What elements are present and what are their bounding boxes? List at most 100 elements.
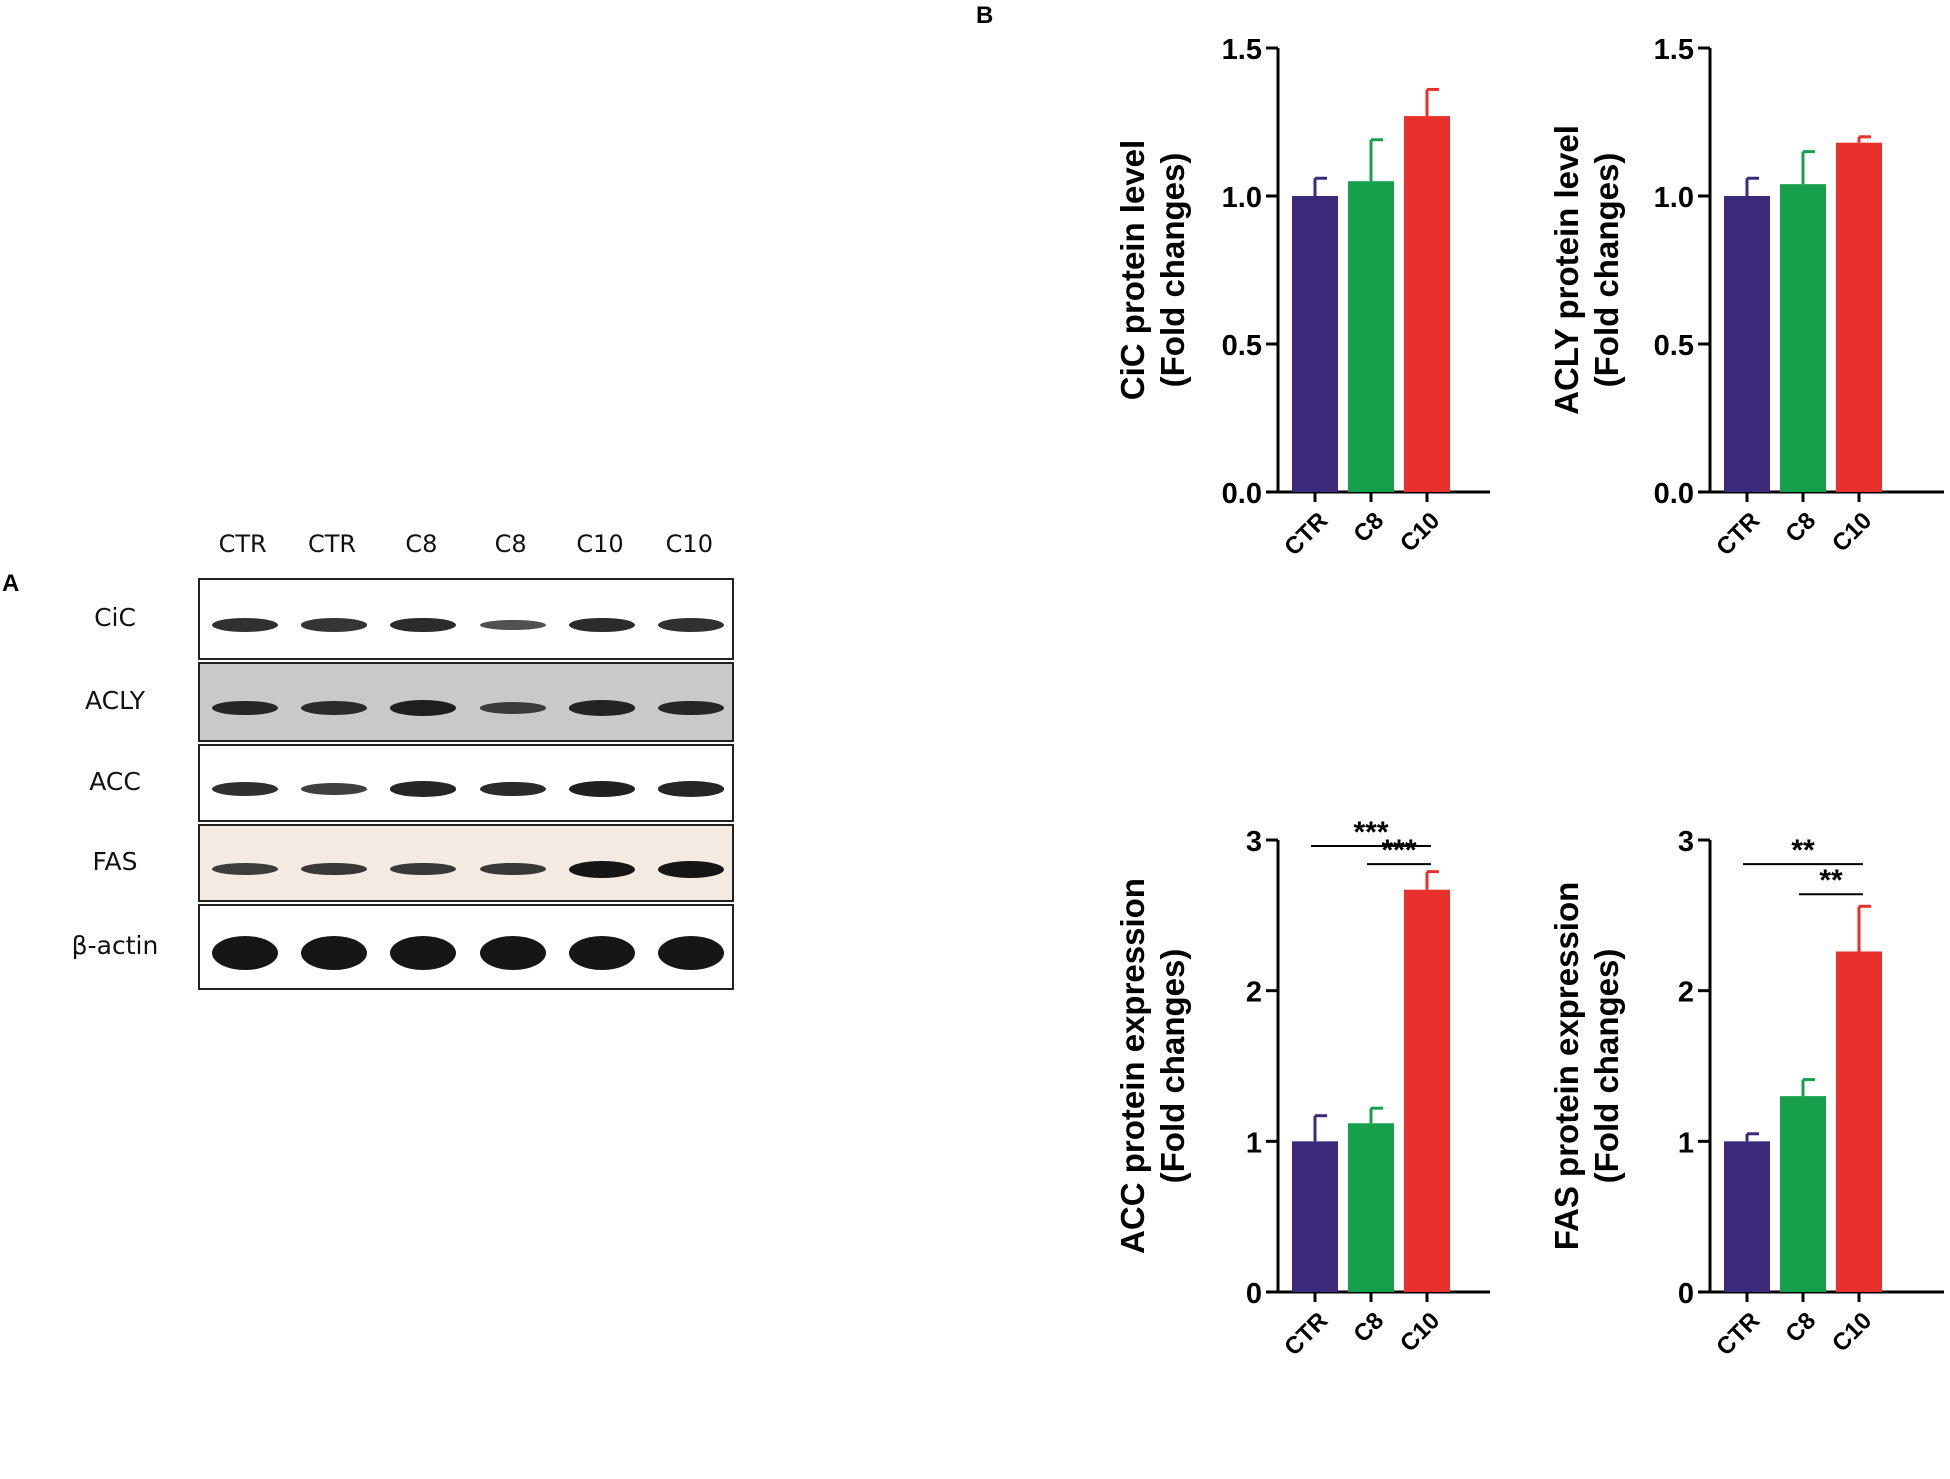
blot-row-label: β-actin: [71, 931, 159, 960]
blot-band: [658, 700, 725, 716]
bar-c10: [1836, 951, 1882, 1292]
lane-header: C10: [576, 530, 624, 558]
y-axis-label: CiC protein level: [1114, 140, 1151, 400]
lane-header: C8: [494, 530, 527, 558]
blot-band: [658, 860, 725, 878]
blot-strip: [198, 904, 734, 990]
y-tick-label: 1.0: [1222, 182, 1262, 214]
significance-label: **: [1819, 864, 1843, 897]
y-tick-label: 0.0: [1654, 478, 1694, 510]
chart-acly-protein-level: ACLY protein level (Fold changes) 0.0 0.5 1.…: [1548, 34, 1944, 561]
significance-label: ***: [1353, 816, 1388, 849]
bar-ctr: [1724, 196, 1770, 492]
y-tick-label: 1.5: [1654, 34, 1694, 66]
bar-ctr: [1292, 1141, 1338, 1292]
blot-strip: [198, 578, 734, 660]
y-tick-label: 2: [1246, 977, 1262, 1009]
bar-c8: [1348, 181, 1394, 492]
blot-band: [390, 862, 457, 876]
x-tick-label: CTR: [1279, 507, 1333, 561]
y-tick-label: 3: [1246, 826, 1262, 858]
x-tick-label: C8: [1780, 507, 1821, 548]
x-tick-label: C10: [1827, 1307, 1877, 1357]
blot-band: [390, 781, 457, 797]
panel-label-a: A: [2, 570, 20, 597]
y-tick-label: 1.5: [1222, 34, 1262, 66]
y-tick-label: 1: [1678, 1127, 1694, 1159]
blot-row-label: CiC: [94, 603, 136, 632]
blot-band: [211, 862, 278, 876]
blot-band: [211, 618, 278, 632]
bar-ctr: [1292, 196, 1338, 492]
y-tick-label: 0.5: [1654, 330, 1694, 362]
y-tick-label: 1.0: [1654, 182, 1694, 214]
significance-label: ***: [1381, 834, 1416, 867]
blot-band: [569, 617, 635, 633]
y-axis-label: ACC protein expression: [1114, 878, 1151, 1254]
y-axis-label-units: (Fold changes): [1154, 949, 1191, 1184]
blot-band: [658, 618, 725, 632]
blot-row-label: FAS: [92, 847, 138, 876]
bar-c8: [1780, 1096, 1826, 1292]
blot-strip: [198, 744, 734, 822]
x-tick-label: C10: [1395, 1307, 1445, 1357]
blot-band: [301, 618, 367, 632]
blot-band: [569, 781, 635, 797]
x-tick-label: C8: [1348, 507, 1389, 548]
lane-header: C10: [665, 530, 713, 558]
western-blot-figure: CTR CTR C8 C8 C10 C10 CiC ACLY ACC FAS β-actin: [0, 520, 750, 1000]
y-tick-label: 2: [1678, 977, 1694, 1009]
blot-band: [479, 862, 546, 876]
blot-band: [211, 700, 278, 716]
blot-band: [479, 936, 546, 970]
blot-strip: [198, 824, 734, 902]
blot-band: [479, 781, 546, 797]
bar-ctr: [1724, 1141, 1770, 1292]
blot-row-label: ACC: [89, 767, 141, 796]
blot-band: [301, 701, 367, 715]
x-tick-label: CTR: [1711, 1307, 1765, 1361]
y-axis-label-units: (Fold changes): [1588, 949, 1625, 1184]
blot-band: [658, 936, 725, 970]
x-tick-label: C8: [1780, 1307, 1821, 1348]
y-axis-label-units: (Fold changes): [1588, 153, 1625, 388]
blot-strip: [198, 662, 734, 742]
blot-band: [211, 782, 278, 796]
blot-band: [301, 936, 367, 970]
y-axis-label-units: (Fold changes): [1154, 153, 1191, 388]
blot-band: [211, 936, 278, 970]
y-axis-label: ACLY protein level: [1548, 125, 1585, 415]
bar-c10: [1404, 889, 1450, 1292]
panel-label-b: B: [976, 2, 994, 29]
blot-row-label: ACLY: [85, 686, 145, 715]
y-tick-label: 1: [1246, 1127, 1262, 1159]
lane-header: CTR: [218, 530, 267, 558]
x-tick-label: CTR: [1279, 1307, 1333, 1361]
x-tick-label: CTR: [1711, 507, 1765, 561]
blot-band: [479, 619, 546, 631]
blot-band: [390, 936, 457, 970]
blot-band: [658, 781, 725, 797]
bar-c10: [1836, 142, 1882, 492]
y-tick-label: 3: [1678, 826, 1694, 858]
chart-fas-protein-expression: FAS protein expression (Fold changes) 0 1 2 3…: [1548, 826, 1944, 1361]
blot-band: [301, 862, 367, 876]
blot-band: [569, 700, 635, 716]
x-tick-label: C10: [1827, 507, 1877, 557]
lane-header: C8: [405, 530, 438, 558]
blot-band: [479, 702, 546, 714]
blot-band: [301, 782, 367, 796]
chart-acc-protein-expression: ACC protein expression (Fold changes) 0 1 2 3…: [1114, 816, 1490, 1361]
blot-band: [569, 936, 635, 970]
y-tick-label: 0: [1246, 1278, 1262, 1310]
bar-c8: [1780, 184, 1826, 492]
x-tick-label: C8: [1348, 1307, 1389, 1348]
y-tick-label: 0.5: [1222, 330, 1262, 362]
y-tick-label: 0: [1678, 1278, 1694, 1310]
bar-c8: [1348, 1123, 1394, 1292]
blot-band: [390, 617, 457, 633]
y-axis-label: FAS protein expression: [1548, 882, 1585, 1251]
bar-c10: [1404, 116, 1450, 492]
x-tick-label: C10: [1395, 507, 1445, 557]
significance-label: **: [1791, 834, 1815, 867]
